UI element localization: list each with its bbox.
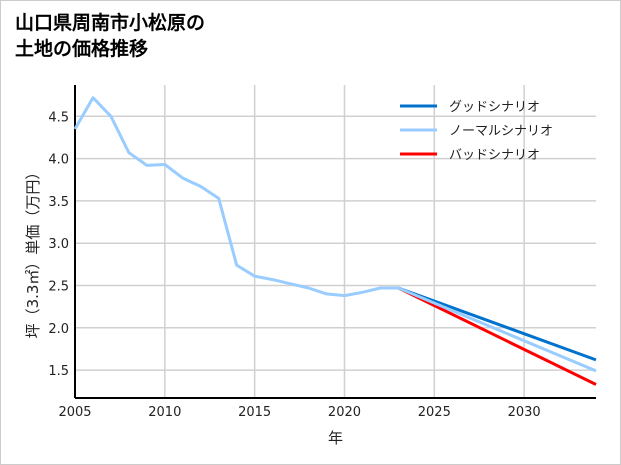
chart-title: 山口県周南市小松原の 土地の価格推移 bbox=[15, 10, 205, 62]
x-axis-label: 年 bbox=[328, 429, 343, 447]
y-tick-label: 4.5 bbox=[48, 110, 69, 125]
y-tick-label: 4.0 bbox=[48, 153, 69, 168]
series-line-1 bbox=[73, 96, 597, 373]
y-tick-label: 1.5 bbox=[48, 364, 69, 379]
x-tick-label: 2030 bbox=[508, 405, 541, 420]
y-tick-label: 2.5 bbox=[48, 279, 69, 294]
series-line-0 bbox=[397, 286, 597, 362]
y-tick-label: 3.5 bbox=[48, 195, 69, 210]
legend-label-1: ノーマルシナリオ bbox=[449, 124, 553, 139]
y-tick-label: 3.0 bbox=[48, 237, 69, 252]
title-line-2: 土地の価格推移 bbox=[15, 38, 149, 60]
x-tick-label: 2025 bbox=[418, 405, 451, 420]
title-line-1: 山口県周南市小松原の bbox=[15, 12, 206, 34]
x-tick-label: 2015 bbox=[238, 405, 271, 420]
series-line-2 bbox=[397, 286, 597, 386]
y-tick-label: 2.0 bbox=[48, 322, 69, 337]
legend-label-0: グッドシナリオ bbox=[449, 100, 540, 115]
x-tick-label: 2005 bbox=[58, 405, 91, 420]
x-tick-label: 2010 bbox=[148, 405, 181, 420]
y-axis-label: 坪（3.3㎡）単価（万円） bbox=[24, 165, 42, 339]
x-tick-label: 2020 bbox=[328, 405, 361, 420]
legend-label-2: バッドシナリオ bbox=[449, 148, 540, 163]
